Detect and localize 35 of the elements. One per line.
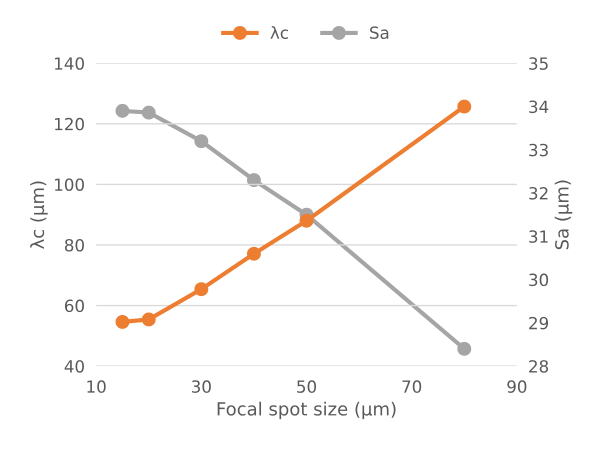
y2-axis-title: Sa (µm) (554, 180, 572, 250)
point (246, 246, 261, 261)
y2-tick-label: 30 (529, 274, 548, 286)
point (142, 106, 156, 120)
legend-label: Sa (370, 26, 388, 39)
y2-tick-label: 29 (529, 316, 548, 330)
point (457, 100, 472, 114)
point (194, 282, 208, 296)
y-tick-label: 140 (55, 57, 84, 70)
y-tick-label: 40 (64, 360, 84, 373)
x-tick-label: 10 (87, 380, 106, 393)
x-tick-label: 30 (192, 380, 211, 393)
y-axis-title: λc (µm) (30, 181, 48, 249)
x-axis-title: Focal spot size (µm) (218, 402, 396, 420)
y-tick-label: 120 (55, 118, 84, 130)
point (142, 312, 156, 326)
y2-tick-label: 32 (529, 187, 548, 200)
point (300, 214, 314, 228)
y-tick-label: 80 (64, 238, 84, 252)
point (457, 342, 472, 356)
y2-tick-label: 28 (529, 360, 548, 373)
legend-label: λc (270, 26, 288, 39)
x-tick-label: 90 (507, 380, 526, 393)
point (116, 314, 130, 329)
x-tick-label: 70 (402, 380, 422, 393)
y2-tick-label: 35 (529, 57, 548, 70)
x-tick-label: 50 (297, 380, 316, 393)
y-tick-label: 60 (65, 300, 84, 312)
point (116, 104, 130, 118)
y2-tick-label: 33 (529, 144, 548, 156)
y-tick-label: 100 (55, 178, 84, 191)
point (194, 134, 208, 148)
point (246, 173, 261, 188)
y2-tick-label: 31 (529, 230, 548, 243)
y2-tick-label: 34 (529, 100, 548, 114)
